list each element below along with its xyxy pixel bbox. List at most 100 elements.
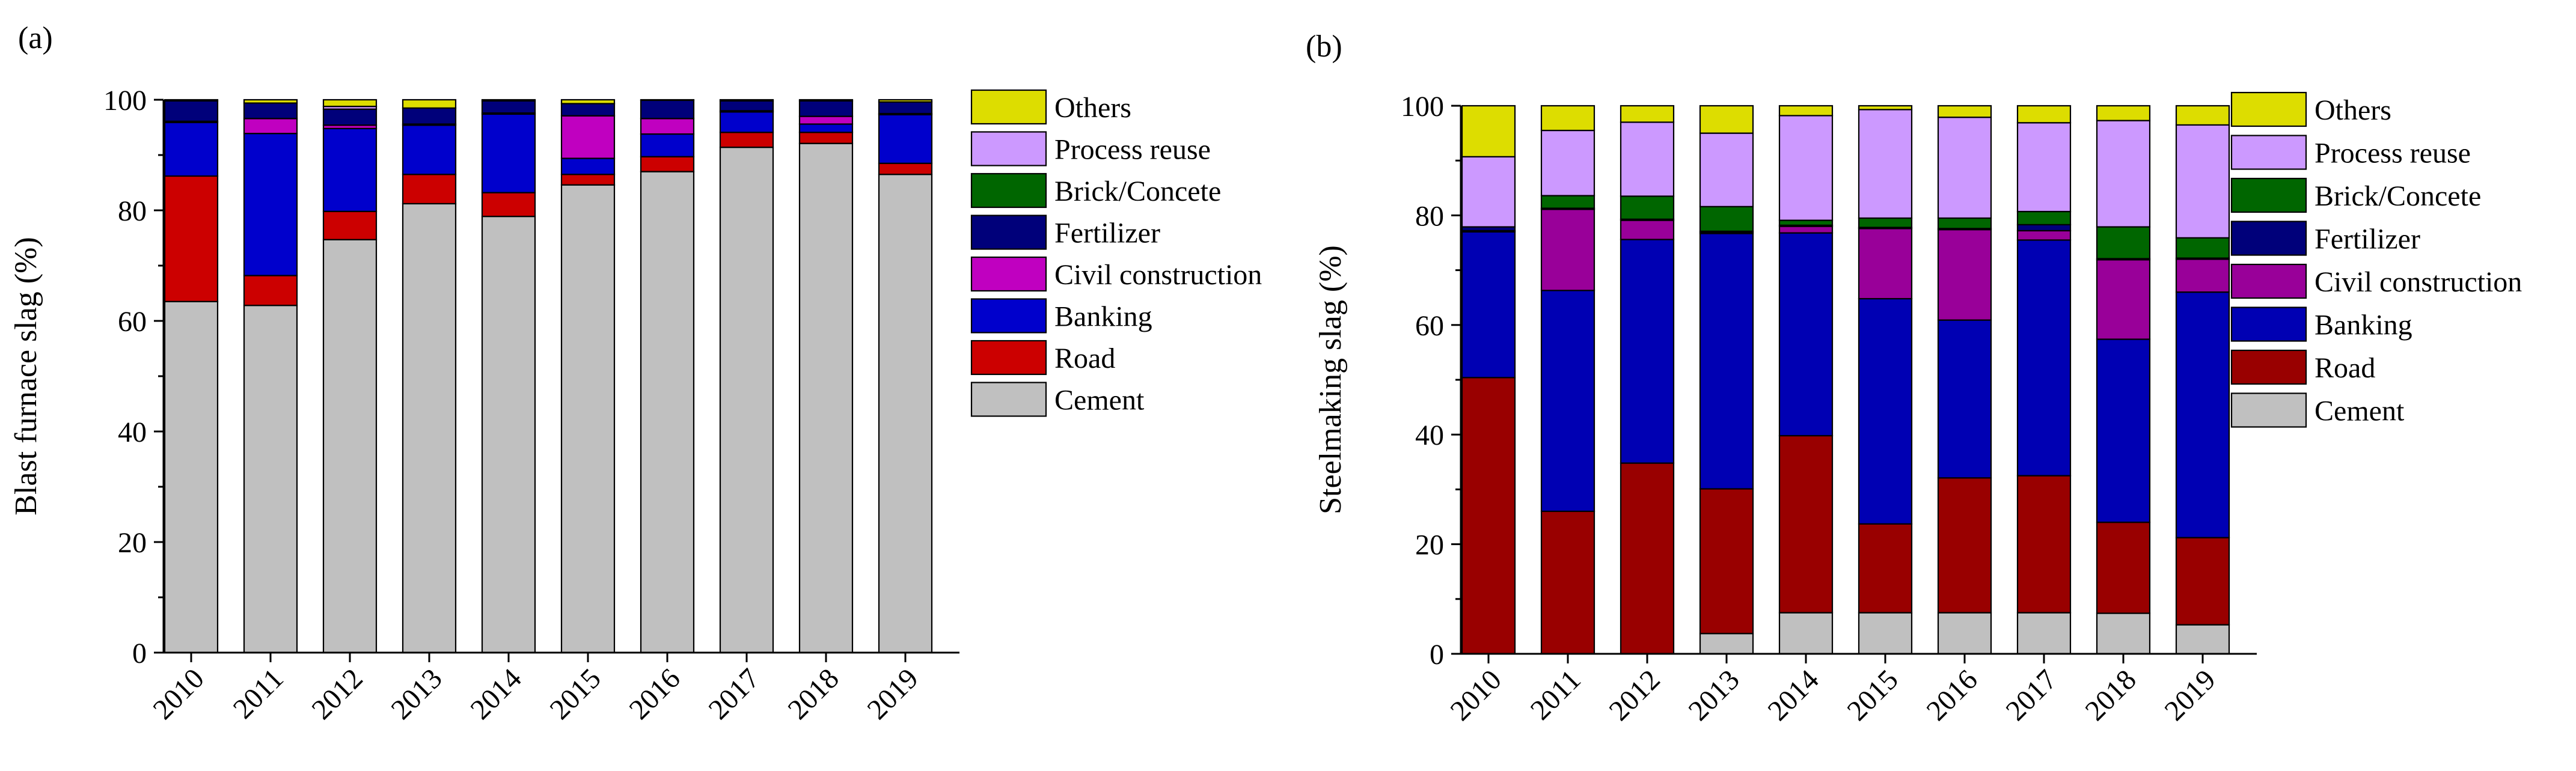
chart-panel-a: (a) Blast furnace slag (%) 0 20 40 60 80 100 201…: [9, 21, 1262, 726]
bar-segment-2017-fertilizer: [2016, 224, 2072, 232]
legend-swatch-process-reuse: [970, 131, 1047, 166]
bar-segment-2015-civil-construction: [560, 115, 616, 159]
bar-segment-2012-others: [322, 99, 378, 108]
bar-segment-2015-road: [560, 174, 616, 186]
panel-label: (b): [1306, 29, 1342, 64]
bar-segment-2012-civil-construction: [1620, 219, 1675, 240]
legend-swatch-civil-construction: [2230, 263, 2307, 299]
bar-segment-2014-brick-concete: [1778, 219, 1834, 226]
bar-segment-2011-banking: [243, 133, 298, 276]
bar-segment-2011-road: [243, 275, 298, 306]
bar-segment-2011-civil-construction: [1540, 209, 1595, 291]
bar-segment-2010-fertilizer: [164, 100, 219, 122]
bar-segment-2017-cement: [719, 147, 774, 654]
bar-segment-2014-banking: [1778, 232, 1834, 437]
x-tick-label: 2016: [623, 662, 686, 725]
bar-segment-2017-road: [2016, 475, 2072, 614]
bar-segment-2016-cement: [1937, 612, 1992, 655]
bar-segment-2013-others: [1699, 105, 1754, 134]
bar-segment-2018-road: [798, 132, 854, 144]
chart-panel-b: (b) Steelmaking slag (%) 0 20 40 60 80 100 2010 2…: [1306, 29, 2522, 727]
bar-segment-2019-banking: [878, 114, 933, 164]
legend-label-others: Others: [2314, 94, 2391, 126]
bar-segment-2018-civil-construction: [798, 115, 854, 125]
bar-segment-2012-road: [322, 210, 378, 240]
legend-label-road: Road: [1054, 343, 1115, 374]
bar-segment-2010-banking: [1461, 231, 1516, 379]
legend-swatch-banking: [2230, 306, 2307, 342]
legend-label-banking: Banking: [2314, 309, 2412, 341]
bar-segment-2016-cement: [640, 171, 695, 654]
panel-label: (a): [18, 21, 53, 55]
legend-label-process-reuse: Process reuse: [2314, 138, 2471, 169]
bar-segment-2019-road: [2175, 537, 2230, 626]
bar-segment-2019-fertilizer: [878, 101, 933, 115]
bar-segment-2013-cement: [1699, 633, 1754, 655]
bar-segment-2016-road: [640, 156, 695, 172]
x-tick-label: 2017: [702, 662, 765, 725]
bar-segment-2010-banking: [164, 121, 219, 177]
bar-segment-2017-civil-construction: [2016, 230, 2072, 241]
x-tick-label: 2015: [543, 662, 607, 725]
bar-segment-2015-civil-construction: [1858, 228, 1913, 300]
bar-segment-2011-road: [1540, 510, 1595, 655]
bar-segment-2017-road: [719, 132, 774, 148]
bar-segment-2010-process-reuse: [1461, 156, 1516, 228]
bar-segment-2012-others: [1620, 105, 1675, 123]
bar-segment-2018-brick-concete: [2096, 226, 2151, 260]
bar-segment-2012-cement: [322, 239, 378, 654]
legend-swatch-cement: [970, 382, 1047, 417]
legend-label-banking: Banking: [1054, 301, 1152, 333]
bar-segment-2019-civil-construction: [2175, 258, 2230, 293]
bar-segment-2014-road: [1778, 434, 1834, 614]
legend-swatch-brick-concete: [2230, 177, 2307, 213]
bar-segment-2018-others: [2096, 105, 2151, 121]
legend-swatch-others: [970, 89, 1047, 125]
y-tick-label: 20: [1415, 529, 1444, 561]
bar-segment-2018-banking: [798, 123, 854, 133]
bar-segment-2015-cement: [1858, 612, 1913, 655]
bar-segment-2019-brick-concete: [2175, 237, 2230, 259]
bar-segment-2016-others: [1937, 105, 1992, 118]
bar-segment-2016-banking: [640, 133, 695, 157]
bars: [164, 99, 933, 654]
bar-segment-2013-road: [1699, 488, 1754, 635]
bar-segment-2014-cement: [481, 216, 536, 654]
bar-segment-2016-fertilizer: [640, 99, 695, 120]
bar-segment-2014-others: [481, 99, 536, 102]
bar-segment-2015-cement: [560, 184, 616, 654]
y-tick-label: 40: [1415, 419, 1444, 451]
legend-label-others: Others: [1054, 92, 1131, 124]
x-tick-label: 2011: [1525, 663, 1587, 726]
bar-segment-2017-others: [2016, 105, 2072, 124]
bar-segment-2016-process-reuse: [1937, 117, 1992, 219]
y-tick-label: 80: [118, 195, 147, 227]
bar-segment-2013-banking: [402, 124, 457, 175]
y-tick-label: 60: [118, 306, 147, 338]
bar-segment-2011-others: [1540, 105, 1595, 132]
x-tick-label: 2019: [861, 662, 924, 725]
bar-segment-2016-brick-concete: [1937, 217, 1992, 230]
bar-segment-2014-cement: [1778, 612, 1834, 655]
bar-segment-2011-brick-concete: [1540, 195, 1595, 209]
bar-segment-2015-process-reuse: [1858, 109, 1913, 219]
legend-label-road: Road: [2314, 352, 2375, 384]
legend-label-cement: Cement: [2314, 395, 2405, 427]
bar-segment-2012-fertilizer: [322, 108, 378, 126]
legend-swatch-road: [970, 340, 1047, 376]
bar-segment-2016-civil-construction: [1937, 229, 1992, 321]
x-tick-label: 2014: [464, 662, 527, 725]
bar-segment-2011-banking: [1540, 290, 1595, 512]
x-tick-label: 2010: [147, 662, 210, 725]
bar-segment-2010-road: [164, 175, 219, 302]
bar-segment-2017-fertilizer: [719, 100, 774, 112]
bar-segment-2010-others: [1461, 105, 1516, 157]
x-tick-label: 2013: [385, 662, 448, 725]
y-tick-label: 0: [1430, 639, 1444, 671]
bar-segment-2018-banking: [2096, 338, 2151, 523]
bar-segment-2011-civil-construction: [243, 118, 298, 135]
bar-segment-2013-others: [402, 99, 457, 109]
bar-segment-2013-banking: [1699, 233, 1754, 490]
legend-swatch-civil-construction: [970, 256, 1047, 292]
